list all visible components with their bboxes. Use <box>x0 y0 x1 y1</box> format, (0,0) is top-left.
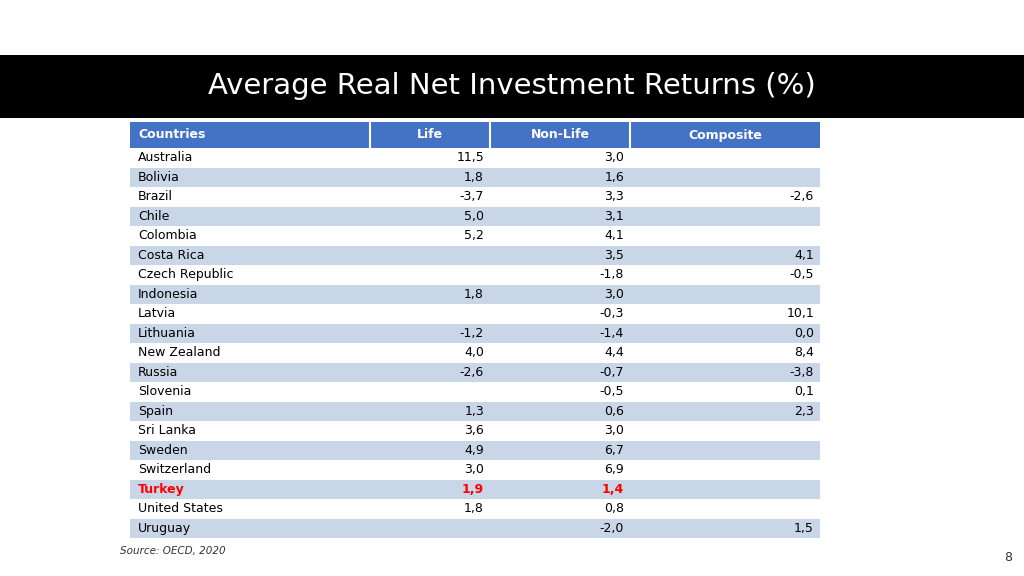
Bar <box>130 382 820 401</box>
Text: 4,4: 4,4 <box>604 346 624 359</box>
Text: Indonesia: Indonesia <box>138 288 199 301</box>
Bar <box>130 245 820 265</box>
Text: Countries: Countries <box>138 128 206 142</box>
Text: 0,6: 0,6 <box>604 405 624 418</box>
Text: Switzerland: Switzerland <box>138 463 211 476</box>
Text: Life: Life <box>417 128 443 142</box>
Bar <box>130 226 820 245</box>
Text: 1,9: 1,9 <box>462 483 484 496</box>
Text: -2,6: -2,6 <box>460 366 484 379</box>
Text: Latvia: Latvia <box>138 307 176 320</box>
Text: 1,8: 1,8 <box>464 288 484 301</box>
Text: 0,8: 0,8 <box>604 502 624 516</box>
Bar <box>130 421 820 441</box>
Text: 10,1: 10,1 <box>786 307 814 320</box>
Bar <box>130 362 820 382</box>
Text: 6,9: 6,9 <box>604 463 624 476</box>
Text: 4,1: 4,1 <box>604 229 624 242</box>
Bar <box>130 168 820 187</box>
Text: 8,4: 8,4 <box>795 346 814 359</box>
Text: 3,0: 3,0 <box>604 288 624 301</box>
Text: -0,5: -0,5 <box>599 385 624 398</box>
Bar <box>130 148 820 168</box>
Bar <box>130 304 820 324</box>
Text: Uruguay: Uruguay <box>138 522 191 535</box>
Text: -1,2: -1,2 <box>460 327 484 340</box>
Text: New Zealand: New Zealand <box>138 346 220 359</box>
Text: -2,0: -2,0 <box>600 522 624 535</box>
Text: 4,1: 4,1 <box>795 249 814 262</box>
Text: 3,5: 3,5 <box>604 249 624 262</box>
Text: 3,0: 3,0 <box>604 425 624 437</box>
Text: 4,0: 4,0 <box>464 346 484 359</box>
Text: Chile: Chile <box>138 210 169 223</box>
Text: Colombia: Colombia <box>138 229 197 242</box>
Bar <box>130 518 820 538</box>
Bar <box>130 401 820 421</box>
Bar <box>130 265 820 285</box>
Text: -0,3: -0,3 <box>600 307 624 320</box>
Text: 5,0: 5,0 <box>464 210 484 223</box>
Text: 1,6: 1,6 <box>604 170 624 184</box>
Bar <box>130 187 820 207</box>
Text: Brazil: Brazil <box>138 190 173 203</box>
Text: Sweden: Sweden <box>138 444 187 457</box>
Text: 8: 8 <box>1004 551 1012 564</box>
Text: 3,1: 3,1 <box>604 210 624 223</box>
Text: 1,3: 1,3 <box>464 405 484 418</box>
Text: Turkey: Turkey <box>138 483 184 496</box>
Bar <box>130 460 820 479</box>
Text: Composite: Composite <box>688 128 762 142</box>
Text: Bolivia: Bolivia <box>138 170 180 184</box>
Text: -1,4: -1,4 <box>600 327 624 340</box>
Bar <box>130 441 820 460</box>
Text: Lithuania: Lithuania <box>138 327 196 340</box>
Text: 4,9: 4,9 <box>464 444 484 457</box>
Text: Slovenia: Slovenia <box>138 385 191 398</box>
Text: 1,4: 1,4 <box>602 483 624 496</box>
Bar <box>130 122 820 148</box>
Text: Non-Life: Non-Life <box>530 128 590 142</box>
Text: -3,7: -3,7 <box>460 190 484 203</box>
Text: -2,6: -2,6 <box>790 190 814 203</box>
Text: 1,8: 1,8 <box>464 170 484 184</box>
Text: Costa Rica: Costa Rica <box>138 249 205 262</box>
Bar <box>0 55 1024 118</box>
Text: 0,1: 0,1 <box>795 385 814 398</box>
Text: 3,0: 3,0 <box>464 463 484 476</box>
Text: 3,0: 3,0 <box>604 151 624 164</box>
Text: -0,5: -0,5 <box>790 268 814 281</box>
Text: 5,2: 5,2 <box>464 229 484 242</box>
Text: -0,7: -0,7 <box>599 366 624 379</box>
Text: 1,8: 1,8 <box>464 502 484 516</box>
Bar <box>130 285 820 304</box>
Text: -1,8: -1,8 <box>600 268 624 281</box>
Text: 1,5: 1,5 <box>795 522 814 535</box>
Text: Sri Lanka: Sri Lanka <box>138 425 196 437</box>
Text: Source: OECD, 2020: Source: OECD, 2020 <box>120 546 225 556</box>
Bar <box>130 324 820 343</box>
Text: Russia: Russia <box>138 366 178 379</box>
Text: Australia: Australia <box>138 151 194 164</box>
Text: Czech Republic: Czech Republic <box>138 268 233 281</box>
Bar <box>130 207 820 226</box>
Text: Spain: Spain <box>138 405 173 418</box>
Text: Average Real Net Investment Returns (%): Average Real Net Investment Returns (%) <box>208 73 816 100</box>
Text: 2,3: 2,3 <box>795 405 814 418</box>
Text: -3,8: -3,8 <box>790 366 814 379</box>
Text: 6,7: 6,7 <box>604 444 624 457</box>
Bar <box>130 343 820 362</box>
Text: United States: United States <box>138 502 223 516</box>
Text: 3,3: 3,3 <box>604 190 624 203</box>
Text: 3,6: 3,6 <box>464 425 484 437</box>
Bar <box>130 479 820 499</box>
Text: 0,0: 0,0 <box>794 327 814 340</box>
Bar <box>130 499 820 518</box>
Text: 11,5: 11,5 <box>457 151 484 164</box>
